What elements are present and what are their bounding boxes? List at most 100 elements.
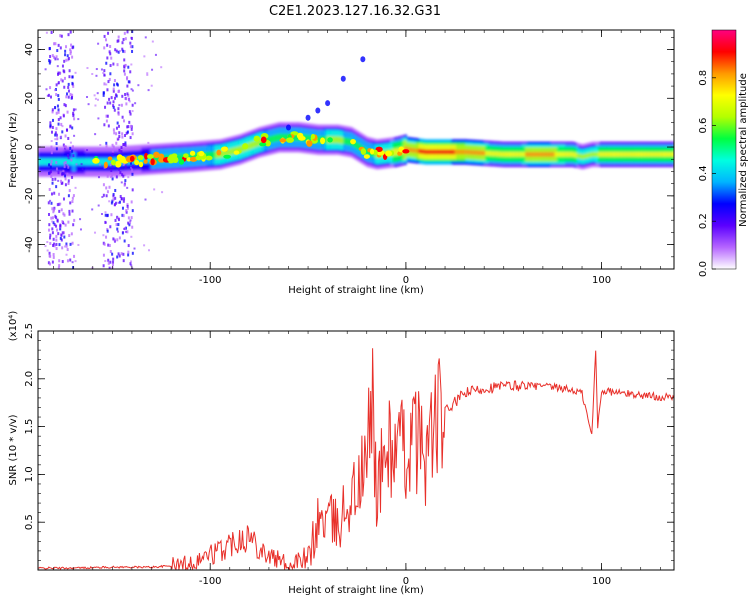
ridge-blob [115, 160, 122, 168]
noise-cell [55, 83, 58, 87]
ridge-cell [88, 158, 90, 166]
ridge-cell [86, 158, 88, 166]
noise-cell [56, 58, 59, 61]
noise-cell [65, 58, 68, 62]
noise-cell [96, 92, 99, 95]
y-tick-label: 0 [24, 144, 35, 150]
ridge-cell [549, 151, 552, 157]
ridge-cell [593, 151, 595, 157]
noise-cell [53, 89, 56, 92]
ridge-cell [347, 138, 350, 146]
noise-cell [120, 150, 123, 154]
ridge-cell [445, 149, 447, 155]
noise-cell [48, 59, 51, 63]
noise-cell [111, 177, 114, 181]
noise-cell [126, 130, 129, 134]
noise-cell [52, 55, 55, 59]
ridge-cell [648, 151, 650, 157]
x-tick-label: -100 [199, 576, 222, 587]
noise-cell [131, 188, 134, 192]
ridge-cell [544, 151, 546, 157]
ridge-cell [424, 149, 426, 155]
noise-cell [72, 223, 75, 227]
noise-cell [121, 94, 124, 98]
noise-cell [112, 145, 115, 149]
noise-cell [111, 143, 114, 147]
ridge-blob [253, 135, 261, 142]
noise-cell [118, 254, 121, 258]
noise-cell [71, 81, 74, 85]
ridge-cell [505, 151, 507, 157]
ridge-cell [254, 140, 256, 148]
ridge-cell [508, 151, 511, 157]
ridge-cell [434, 149, 437, 155]
ridge-cell [459, 149, 461, 155]
ridge-cell [628, 151, 630, 157]
noise-cell [62, 114, 65, 118]
noise-cell [72, 111, 75, 115]
noise-cell [66, 154, 69, 158]
noise-cell [109, 64, 112, 68]
noise-cell [71, 209, 74, 213]
noise-cell [79, 228, 82, 231]
noise-cell [46, 94, 49, 97]
noise-cell [55, 242, 58, 246]
noise-cell [71, 200, 74, 204]
ridge-cell [234, 147, 236, 155]
ridge-blob [198, 150, 205, 157]
noise-cell [160, 66, 163, 69]
noise-cell [86, 149, 89, 152]
ridge-cell [452, 149, 454, 155]
noise-cell [57, 179, 60, 182]
noise-cell [64, 49, 67, 53]
noise-cell [126, 125, 129, 129]
ridge-blob [350, 139, 356, 145]
ridge-cell [271, 135, 273, 143]
ridge-cell [214, 151, 216, 159]
noise-cell [50, 174, 53, 178]
ridge-cell [591, 152, 593, 157]
noise-cell [102, 234, 105, 237]
noise-cell [110, 173, 113, 177]
ridge-cell [376, 150, 378, 158]
ridge-cell [332, 136, 335, 144]
noise-cell [150, 84, 153, 87]
ridge-blob [369, 148, 375, 155]
ridge-cell [250, 141, 252, 149]
noise-cell [105, 114, 108, 118]
noise-cell [65, 95, 68, 99]
ridge-cell [499, 151, 501, 157]
ridge-cell [490, 151, 492, 156]
ridge-cell [580, 154, 582, 159]
ridge-cell [177, 154, 180, 162]
noise-cell [45, 31, 48, 34]
noise-cell [61, 181, 64, 185]
ridge-blob [205, 155, 213, 161]
ridge-cell [608, 151, 610, 157]
noise-cell [57, 232, 60, 236]
colorbar-tick-label: 0.2 [698, 213, 709, 229]
noise-cell [68, 212, 71, 216]
ridge-cell [645, 151, 647, 157]
ridge-cell [188, 153, 190, 161]
ridge-cell [433, 149, 435, 155]
noise-cell [124, 134, 127, 138]
ridge-cell [525, 151, 527, 157]
ridge-cell [365, 147, 367, 155]
noise-cell [131, 132, 134, 136]
ridge-blob [360, 148, 367, 155]
noise-cell [57, 71, 60, 75]
noise-cell [52, 208, 55, 212]
noise-cell [49, 236, 52, 240]
ridge-cell [282, 133, 284, 141]
noise-cell [102, 264, 105, 268]
ridge-cell [555, 151, 558, 157]
ridge-cell [464, 149, 466, 155]
noise-cell [66, 163, 69, 166]
noise-cell [57, 94, 60, 98]
noise-cell [143, 55, 146, 58]
ridge-cell [149, 155, 151, 163]
noise-cell [131, 45, 134, 49]
noise-cell [55, 185, 58, 189]
ridge-cell [507, 151, 509, 157]
